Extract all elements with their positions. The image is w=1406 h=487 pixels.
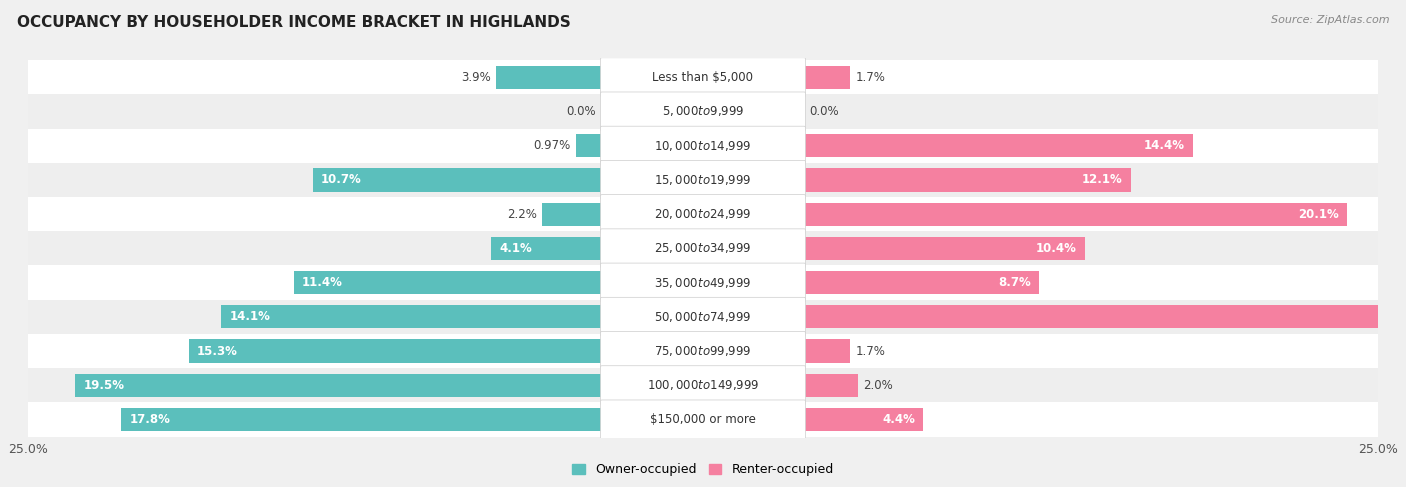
Bar: [804, 339, 851, 363]
Text: 10.7%: 10.7%: [321, 173, 361, 187]
Text: 0.0%: 0.0%: [567, 105, 596, 118]
Bar: [221, 305, 602, 328]
FancyBboxPatch shape: [600, 58, 806, 97]
Text: 0.97%: 0.97%: [533, 139, 571, 152]
FancyBboxPatch shape: [600, 263, 806, 302]
Bar: [804, 305, 1406, 328]
FancyBboxPatch shape: [28, 163, 1378, 197]
Text: 17.8%: 17.8%: [129, 413, 170, 426]
Bar: [496, 66, 602, 89]
FancyBboxPatch shape: [600, 400, 806, 439]
Text: 1.7%: 1.7%: [855, 344, 886, 357]
Text: 1.7%: 1.7%: [855, 71, 886, 84]
Bar: [804, 374, 858, 397]
Bar: [543, 203, 602, 226]
Bar: [188, 339, 602, 363]
Bar: [804, 271, 1039, 294]
Text: 14.4%: 14.4%: [1144, 139, 1185, 152]
Text: $50,000 to $74,999: $50,000 to $74,999: [654, 310, 752, 324]
Text: 10.4%: 10.4%: [1036, 242, 1077, 255]
FancyBboxPatch shape: [600, 92, 806, 131]
FancyBboxPatch shape: [28, 300, 1378, 334]
FancyBboxPatch shape: [600, 297, 806, 337]
Text: $35,000 to $49,999: $35,000 to $49,999: [654, 276, 752, 290]
Bar: [804, 169, 1130, 191]
Text: $5,000 to $9,999: $5,000 to $9,999: [662, 105, 744, 118]
Bar: [804, 237, 1085, 260]
Text: 12.1%: 12.1%: [1083, 173, 1123, 187]
FancyBboxPatch shape: [600, 366, 806, 405]
FancyBboxPatch shape: [28, 94, 1378, 129]
FancyBboxPatch shape: [28, 334, 1378, 368]
FancyBboxPatch shape: [28, 129, 1378, 163]
Text: 4.1%: 4.1%: [499, 242, 531, 255]
FancyBboxPatch shape: [28, 231, 1378, 265]
Text: 11.4%: 11.4%: [302, 276, 343, 289]
FancyBboxPatch shape: [28, 197, 1378, 231]
Legend: Owner-occupied, Renter-occupied: Owner-occupied, Renter-occupied: [568, 458, 838, 482]
Bar: [804, 203, 1347, 226]
FancyBboxPatch shape: [600, 195, 806, 234]
Text: $150,000 or more: $150,000 or more: [650, 413, 756, 426]
FancyBboxPatch shape: [600, 229, 806, 268]
Bar: [804, 66, 851, 89]
Text: Less than $5,000: Less than $5,000: [652, 71, 754, 84]
Text: $25,000 to $34,999: $25,000 to $34,999: [654, 242, 752, 255]
Bar: [804, 134, 1192, 157]
FancyBboxPatch shape: [600, 126, 806, 165]
Text: 15.3%: 15.3%: [197, 344, 238, 357]
Text: 4.4%: 4.4%: [882, 413, 915, 426]
Bar: [294, 271, 602, 294]
FancyBboxPatch shape: [28, 402, 1378, 436]
Text: $20,000 to $24,999: $20,000 to $24,999: [654, 207, 752, 221]
FancyBboxPatch shape: [28, 265, 1378, 300]
Bar: [804, 408, 922, 431]
Text: 3.9%: 3.9%: [461, 71, 491, 84]
Bar: [121, 408, 602, 431]
Text: $100,000 to $149,999: $100,000 to $149,999: [647, 378, 759, 392]
Text: Source: ZipAtlas.com: Source: ZipAtlas.com: [1271, 15, 1389, 25]
Text: $10,000 to $14,999: $10,000 to $14,999: [654, 139, 752, 153]
Text: 8.7%: 8.7%: [998, 276, 1031, 289]
Bar: [314, 169, 602, 191]
FancyBboxPatch shape: [600, 160, 806, 200]
Bar: [76, 374, 602, 397]
Text: OCCUPANCY BY HOUSEHOLDER INCOME BRACKET IN HIGHLANDS: OCCUPANCY BY HOUSEHOLDER INCOME BRACKET …: [17, 15, 571, 30]
Text: 20.1%: 20.1%: [1298, 207, 1339, 221]
Text: $75,000 to $99,999: $75,000 to $99,999: [654, 344, 752, 358]
FancyBboxPatch shape: [28, 368, 1378, 402]
FancyBboxPatch shape: [600, 332, 806, 371]
Text: 2.2%: 2.2%: [508, 207, 537, 221]
Text: 19.5%: 19.5%: [83, 379, 125, 392]
Text: 2.0%: 2.0%: [863, 379, 893, 392]
FancyBboxPatch shape: [28, 60, 1378, 94]
Text: $15,000 to $19,999: $15,000 to $19,999: [654, 173, 752, 187]
Text: 14.1%: 14.1%: [229, 310, 270, 323]
Bar: [491, 237, 602, 260]
Bar: [575, 134, 602, 157]
Text: 0.0%: 0.0%: [810, 105, 839, 118]
